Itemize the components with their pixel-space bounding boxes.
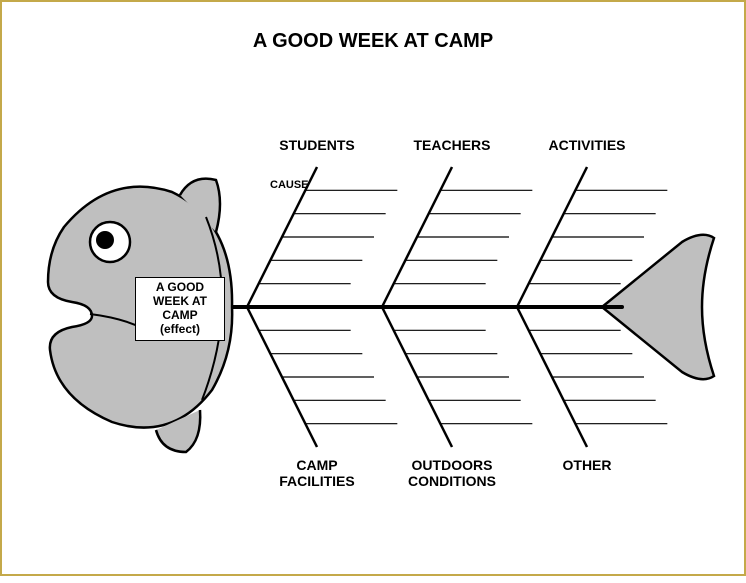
category-bottom-1b: FACILITIES: [279, 473, 354, 489]
category-bottom-2b: CONDITIONS: [408, 473, 496, 489]
effect-box: A GOOD WEEK AT CAMP (effect): [135, 277, 225, 341]
category-top-2: TEACHERS: [413, 137, 490, 153]
diagram-frame: A GOOD WEEK AT CAMP STUDENTS T: [0, 0, 746, 576]
fish-eye-pupil: [96, 231, 114, 249]
category-bottom-2a: OUTDOORS: [412, 457, 493, 473]
category-bottom-3: OTHER: [563, 457, 612, 473]
effect-line-4: (effect): [153, 323, 207, 337]
category-top-1: STUDENTS: [279, 137, 354, 153]
fishbone-diagram: STUDENTS TEACHERS ACTIVITIES CAMP FACILI…: [2, 2, 746, 578]
category-top-3: ACTIVITIES: [548, 137, 625, 153]
effect-line-3: CAMP: [153, 309, 207, 323]
effect-line-2: WEEK AT: [153, 295, 207, 309]
effect-line-1: A GOOD: [153, 281, 207, 295]
category-bottom-1a: CAMP: [296, 457, 337, 473]
cause-label: CAUSE: [270, 179, 309, 191]
